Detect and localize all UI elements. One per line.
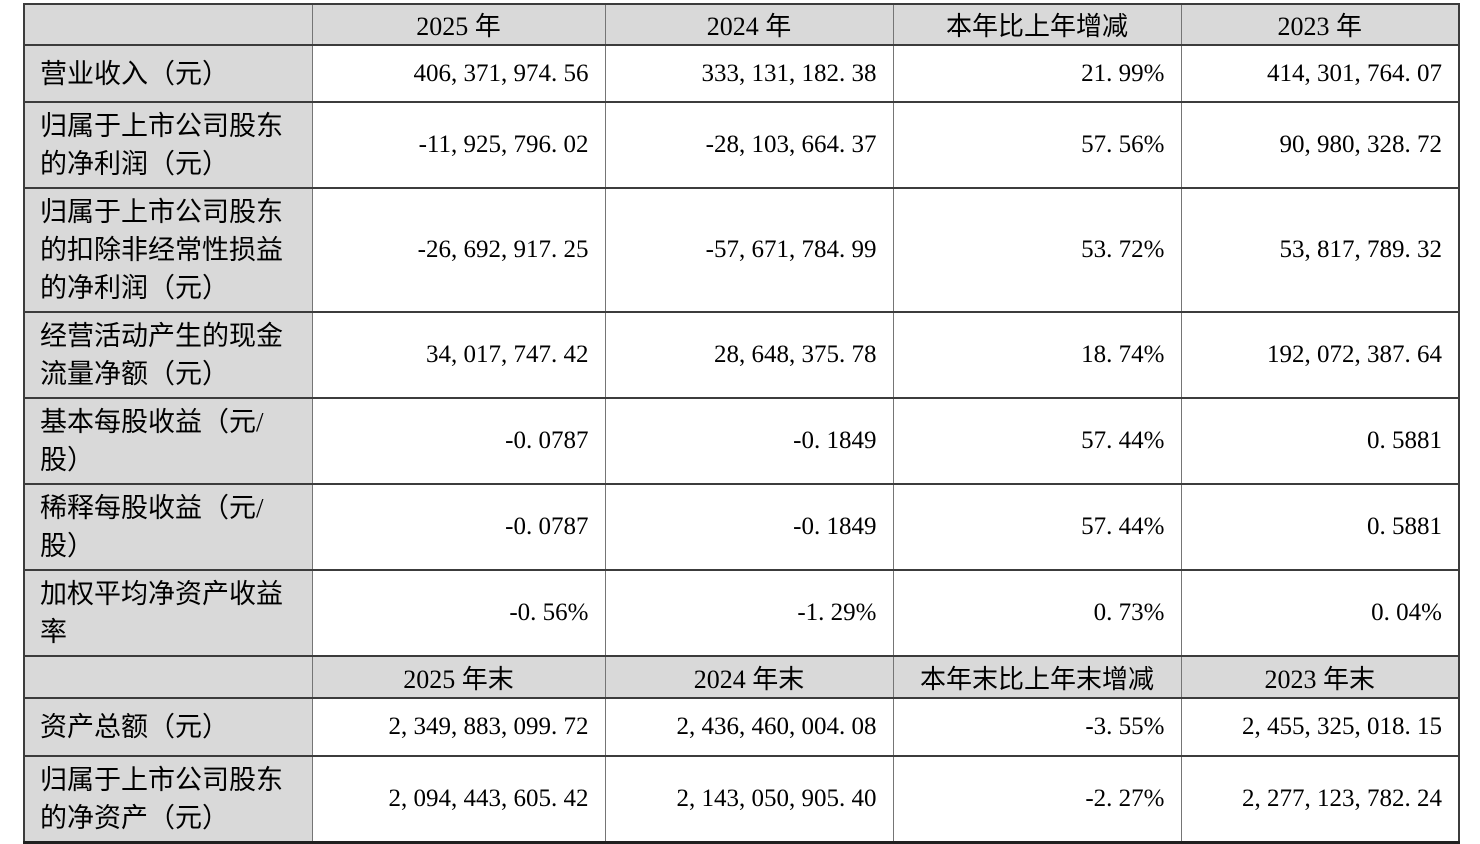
table-row-operating-cash-flow: 经营活动产生的现金流量净额（元） 34, 017, 747. 42 28, 64…	[23, 311, 1460, 399]
row-label: 归属于上市公司股东的净利润（元）	[23, 101, 313, 189]
value-2023: 90, 980, 328. 72	[1180, 101, 1460, 189]
value-2025: -26, 692, 917. 25	[311, 187, 606, 313]
value-yoy-change: 18. 74%	[892, 311, 1182, 399]
table-row-operating-revenue: 营业收入（元） 406, 371, 974. 56 333, 131, 182.…	[23, 44, 1460, 103]
value-yearend-change: -3. 55%	[892, 697, 1182, 757]
value-yoy-change: 57. 44%	[892, 483, 1182, 571]
value-2024: -57, 671, 784. 99	[604, 187, 894, 313]
value-2023: 0. 5881	[1180, 397, 1460, 485]
corner-cell	[23, 655, 313, 699]
value-2025-yearend: 2, 349, 883, 099. 72	[311, 697, 606, 757]
financial-summary-table: 2025 年 2024 年 本年比上年增减 2023 年 营业收入（元） 406…	[23, 3, 1460, 844]
value-2024: 28, 648, 375. 78	[604, 311, 894, 399]
column-header-2023: 2023 年	[1180, 3, 1460, 46]
table-row-weighted-avg-roe: 加权平均净资产收益率 -0. 56% -1. 29% 0. 73% 0. 04%	[23, 569, 1460, 657]
value-2024: 333, 131, 182. 38	[604, 44, 894, 103]
column-header-2025-yearend: 2025 年末	[311, 655, 606, 699]
table-row-basic-eps: 基本每股收益（元/股） -0. 0787 -0. 1849 57. 44% 0.…	[23, 397, 1460, 485]
column-header-yoy-change: 本年比上年增减	[892, 3, 1182, 46]
value-2025: -11, 925, 796. 02	[311, 101, 606, 189]
value-2023: 0. 04%	[1180, 569, 1460, 657]
value-2024: -0. 1849	[604, 483, 894, 571]
value-2024: -0. 1849	[604, 397, 894, 485]
value-2023-yearend: 2, 277, 123, 782. 24	[1180, 755, 1460, 844]
yearend-header-row: 2025 年末 2024 年末 本年末比上年末增减 2023 年末	[23, 655, 1460, 699]
value-yoy-change: 57. 44%	[892, 397, 1182, 485]
column-header-2023-yearend: 2023 年末	[1180, 655, 1460, 699]
value-2024-yearend: 2, 143, 050, 905. 40	[604, 755, 894, 844]
value-2023: 192, 072, 387. 64	[1180, 311, 1460, 399]
value-2023-yearend: 2, 455, 325, 018. 15	[1180, 697, 1460, 757]
row-label: 稀释每股收益（元/股）	[23, 483, 313, 571]
column-header-2025: 2025 年	[311, 3, 606, 46]
table-row-net-profit: 归属于上市公司股东的净利润（元） -11, 925, 796. 02 -28, …	[23, 101, 1460, 189]
value-2024-yearend: 2, 436, 460, 004. 08	[604, 697, 894, 757]
row-label: 资产总额（元）	[23, 697, 313, 757]
value-yoy-change: 57. 56%	[892, 101, 1182, 189]
column-header-2024: 2024 年	[604, 3, 894, 46]
value-yoy-change: 21. 99%	[892, 44, 1182, 103]
row-label: 基本每股收益（元/股）	[23, 397, 313, 485]
value-2025: 406, 371, 974. 56	[311, 44, 606, 103]
value-yoy-change: 0. 73%	[892, 569, 1182, 657]
value-2024: -1. 29%	[604, 569, 894, 657]
value-yoy-change: 53. 72%	[892, 187, 1182, 313]
value-2023: 0. 5881	[1180, 483, 1460, 571]
value-2023: 53, 817, 789. 32	[1180, 187, 1460, 313]
value-2025: -0. 0787	[311, 483, 606, 571]
table-row-total-assets: 资产总额（元） 2, 349, 883, 099. 72 2, 436, 460…	[23, 697, 1460, 757]
row-label: 经营活动产生的现金流量净额（元）	[23, 311, 313, 399]
column-header-2024-yearend: 2024 年末	[604, 655, 894, 699]
value-2025-yearend: 2, 094, 443, 605. 42	[311, 755, 606, 844]
table-row-net-assets: 归属于上市公司股东的净资产（元） 2, 094, 443, 605. 42 2,…	[23, 755, 1460, 844]
year-header-row: 2025 年 2024 年 本年比上年增减 2023 年	[23, 3, 1460, 46]
value-2025: -0. 56%	[311, 569, 606, 657]
column-header-yearend-change: 本年末比上年末增减	[892, 655, 1182, 699]
table-row-net-profit-excl-nonrecurring: 归属于上市公司股东的扣除非经常性损益的净利润（元） -26, 692, 917.…	[23, 187, 1460, 313]
row-label: 营业收入（元）	[23, 44, 313, 103]
row-label: 归属于上市公司股东的扣除非经常性损益的净利润（元）	[23, 187, 313, 313]
table-row-diluted-eps: 稀释每股收益（元/股） -0. 0787 -0. 1849 57. 44% 0.…	[23, 483, 1460, 571]
row-label: 加权平均净资产收益率	[23, 569, 313, 657]
corner-cell	[23, 3, 313, 46]
value-2025: -0. 0787	[311, 397, 606, 485]
value-2023: 414, 301, 764. 07	[1180, 44, 1460, 103]
row-label: 归属于上市公司股东的净资产（元）	[23, 755, 313, 844]
value-2025: 34, 017, 747. 42	[311, 311, 606, 399]
value-2024: -28, 103, 664. 37	[604, 101, 894, 189]
